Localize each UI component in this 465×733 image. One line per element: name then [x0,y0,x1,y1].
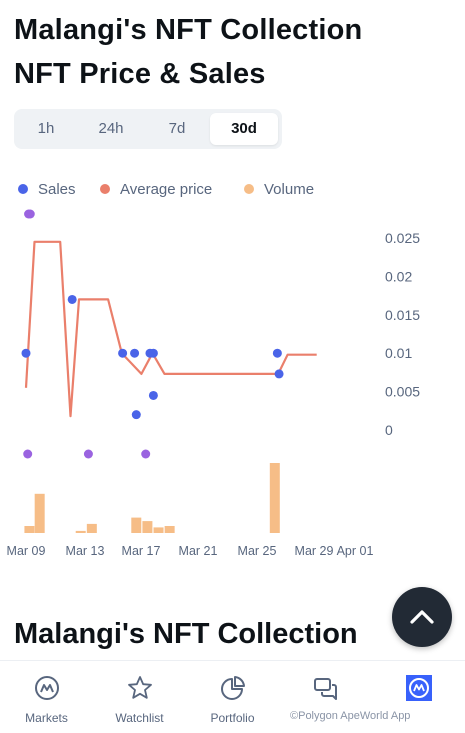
nav-portfolio-label: Portfolio [210,711,255,725]
sales-point-outlier [83,449,93,459]
y-tick-label: 0 [385,422,393,438]
legend-average-price-marker [100,184,110,195]
volume-bar [34,493,45,533]
cmc-logo-icon [406,675,432,701]
legend-sales-marker [18,184,28,195]
sales-point [118,348,128,358]
sales-point [67,294,77,304]
time-range-1h[interactable]: 1h [37,120,55,137]
page-title-line-1: Malangi's NFT Collection [14,14,363,46]
volume-bar [142,521,153,533]
legend-sales[interactable]: Sales [18,180,76,200]
sales-point-outlier [25,209,35,219]
time-range-24h[interactable]: 24h [98,120,124,137]
sales-point [21,348,31,358]
sales-point [131,410,141,420]
pie-chart-icon [221,676,245,700]
attribution-text: ©Polygon ApeWorld App [290,710,411,722]
y-axis-ticks: 0.025 0.02 0.015 0.01 0.005 0 [385,230,420,438]
y-tick-label: 0.005 [385,384,420,400]
nav-markets-label: Markets [25,711,68,725]
volume-bar [75,530,86,533]
y-tick-label: 0.01 [385,345,412,361]
x-tick-label: Mar 21 [179,544,218,558]
nav-watchlist-label: Watchlist [115,711,164,725]
sales-points [21,209,284,459]
volume-bar [153,527,164,533]
sales-point-outlier [23,449,33,459]
legend-volume[interactable]: Volume [244,180,314,200]
legend-volume-marker [244,184,254,195]
page-title: Malangi's NFT Collection NFT Price & Sal… [14,8,454,96]
volume-bar [86,523,97,533]
sales-point [274,369,284,379]
legend-sales-label: Sales [38,181,76,198]
page-title-line-2: NFT Price & Sales [14,58,266,90]
sales-point [148,348,158,358]
volume-bar [131,517,142,533]
y-tick-label: 0.015 [385,307,420,323]
bottom-navigation: Markets Watchlist Portfolio [0,660,465,733]
time-range-7d[interactable]: 7d [168,120,186,137]
section-heading: Malangi's NFT Collection [14,618,358,650]
star-icon [128,676,152,699]
nav-app[interactable] [372,661,465,733]
x-tick-label: Mar 25 [238,544,277,558]
nav-markets[interactable]: Markets [0,661,93,733]
nav-watchlist[interactable]: Watchlist [93,661,186,733]
x-axis-ticks: Mar 09 Mar 13 Mar 17 Mar 21 Mar 25 Mar 29 Apr … [7,544,374,558]
volume-bar [164,526,175,533]
legend-average-price-label: Average price [120,181,213,198]
time-range-selector: 1h 24h 7d 30d [14,109,282,149]
x-tick-label: Mar 29 [295,544,334,558]
volume-bar [24,526,35,533]
volume-bars [24,463,280,533]
y-tick-label: 0.025 [385,230,420,246]
nav-community[interactable] [279,661,372,733]
legend-volume-label: Volume [264,181,315,198]
average-price-series-line [24,240,317,418]
cmc-logo-icon [35,676,59,700]
y-tick-label: 0.02 [385,268,412,284]
sales-point [148,390,158,400]
x-tick-label: Mar 09 [7,544,46,558]
sales-point [272,348,282,358]
nav-portfolio[interactable]: Portfolio [186,661,279,733]
legend-average-price[interactable]: Average price [100,180,212,200]
average-price-line [24,240,317,418]
x-tick-label: Apr 01 [337,544,374,558]
sales-point [130,348,140,358]
x-tick-label: Mar 17 [122,544,161,558]
sales-point-outlier [141,449,151,459]
volume-bar [269,463,280,533]
chat-icon [314,678,337,700]
scroll-to-top-button[interactable] [392,587,452,647]
time-range-30d[interactable]: 30d [210,113,278,145]
x-tick-label: Mar 13 [66,544,105,558]
chevron-up-icon [410,610,434,624]
